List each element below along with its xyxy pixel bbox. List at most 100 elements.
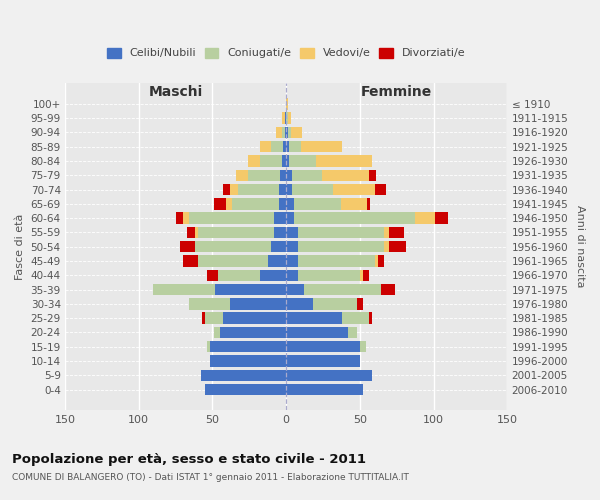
Bar [342, 312, 369, 324]
Bar [286, 184, 292, 196]
Y-axis label: Anni di nascita: Anni di nascita [575, 206, 585, 288]
Bar [154, 284, 215, 296]
Legend: Celibi/Nubili, Coniugati/e, Vedovi/e, Divorziati/e: Celibi/Nubili, Coniugati/e, Vedovi/e, Di… [103, 43, 469, 63]
Text: Femmine: Femmine [361, 85, 433, 99]
Bar [435, 212, 448, 224]
Bar [286, 270, 298, 281]
Bar [195, 226, 198, 238]
Bar [271, 241, 286, 252]
Bar [285, 112, 286, 124]
Bar [286, 226, 298, 238]
Bar [301, 141, 342, 152]
Bar [200, 370, 286, 381]
Bar [214, 326, 220, 338]
Bar [206, 341, 209, 352]
Bar [206, 270, 218, 281]
Bar [286, 198, 293, 209]
Bar [189, 212, 274, 224]
Bar [286, 141, 289, 152]
Bar [189, 298, 230, 310]
Bar [183, 256, 198, 266]
Bar [230, 298, 286, 310]
Bar [286, 127, 287, 138]
Bar [286, 256, 298, 266]
Bar [195, 241, 271, 252]
Bar [374, 256, 377, 266]
Bar [282, 127, 285, 138]
Bar [286, 212, 293, 224]
Bar [271, 141, 283, 152]
Text: COMUNE DI BALANGERO (TO) - Dati ISTAT 1° gennaio 2011 - Elaborazione TUTTITALIA.: COMUNE DI BALANGERO (TO) - Dati ISTAT 1°… [12, 472, 409, 482]
Bar [289, 156, 316, 167]
Bar [286, 156, 289, 167]
Bar [214, 198, 226, 209]
Bar [276, 127, 282, 138]
Bar [280, 170, 286, 181]
Bar [260, 141, 271, 152]
Bar [286, 284, 304, 296]
Bar [198, 226, 274, 238]
Bar [415, 212, 435, 224]
Bar [279, 198, 286, 209]
Bar [286, 112, 287, 124]
Bar [176, 212, 183, 224]
Bar [313, 298, 357, 310]
Bar [292, 184, 334, 196]
Bar [205, 384, 286, 396]
Bar [187, 226, 195, 238]
Bar [215, 284, 286, 296]
Bar [274, 212, 286, 224]
Bar [205, 312, 223, 324]
Bar [226, 198, 232, 209]
Bar [389, 226, 404, 238]
Bar [369, 312, 372, 324]
Bar [293, 198, 341, 209]
Bar [286, 356, 360, 366]
Bar [287, 112, 290, 124]
Bar [232, 198, 279, 209]
Bar [377, 256, 383, 266]
Bar [286, 384, 363, 396]
Bar [286, 326, 348, 338]
Bar [292, 170, 322, 181]
Bar [374, 184, 386, 196]
Bar [367, 198, 370, 209]
Bar [260, 156, 282, 167]
Bar [220, 326, 286, 338]
Bar [298, 256, 374, 266]
Bar [357, 298, 363, 310]
Bar [238, 184, 279, 196]
Bar [363, 270, 369, 281]
Bar [289, 141, 301, 152]
Bar [279, 184, 286, 196]
Bar [298, 241, 383, 252]
Bar [209, 341, 286, 352]
Bar [286, 98, 287, 110]
Bar [316, 156, 372, 167]
Bar [360, 341, 366, 352]
Bar [223, 184, 230, 196]
Bar [183, 212, 189, 224]
Bar [248, 156, 260, 167]
Bar [248, 170, 280, 181]
Bar [286, 170, 292, 181]
Bar [360, 270, 363, 281]
Bar [380, 284, 395, 296]
Bar [287, 127, 290, 138]
Text: Maschi: Maschi [148, 85, 203, 99]
Bar [202, 312, 205, 324]
Bar [209, 356, 286, 366]
Bar [230, 184, 238, 196]
Bar [348, 326, 357, 338]
Bar [236, 170, 248, 181]
Bar [383, 241, 389, 252]
Bar [260, 270, 286, 281]
Bar [298, 226, 383, 238]
Bar [286, 312, 342, 324]
Bar [334, 184, 374, 196]
Bar [293, 212, 415, 224]
Bar [180, 241, 195, 252]
Bar [286, 298, 313, 310]
Bar [285, 127, 286, 138]
Bar [282, 156, 286, 167]
